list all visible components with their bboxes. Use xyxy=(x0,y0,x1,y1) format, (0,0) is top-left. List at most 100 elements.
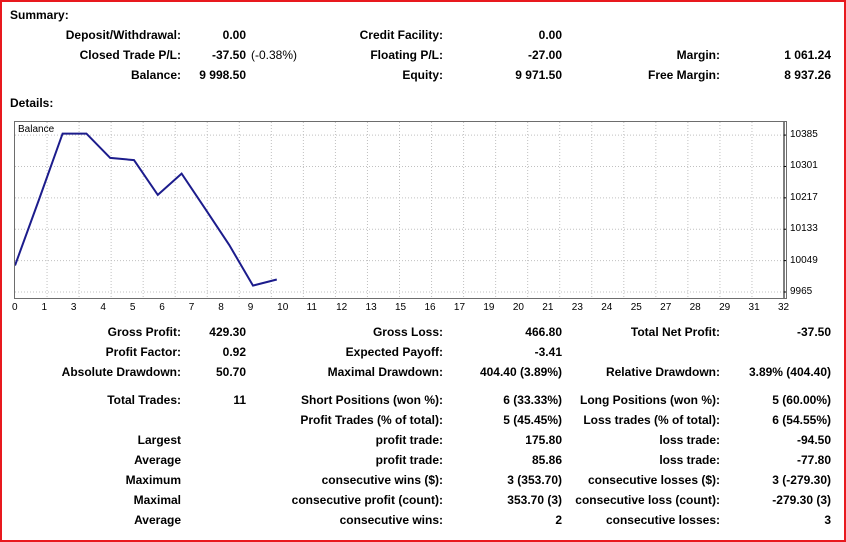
details-value: 11 xyxy=(233,393,246,407)
y-tick-label: 9965 xyxy=(790,286,813,297)
details-value: -279.30 (3) xyxy=(772,493,831,507)
balance-series-line xyxy=(14,132,278,287)
summary-value: 1 061.24 xyxy=(784,48,831,62)
details-label: loss trade: xyxy=(659,453,720,467)
x-tick-label: 9 xyxy=(247,302,254,313)
details-label: consecutive wins ($): xyxy=(321,473,443,487)
x-tick-label: 24 xyxy=(601,302,613,313)
details-label: Expected Payoff: xyxy=(345,345,443,359)
details-value: 3 (353.70) xyxy=(507,473,562,487)
x-tick-label: 11 xyxy=(306,302,317,313)
details-value: 0.92 xyxy=(222,345,246,359)
x-tick-label: 15 xyxy=(395,302,407,313)
details-label: Long Positions (won %): xyxy=(580,393,720,407)
details-value: -37.50 xyxy=(796,325,831,339)
x-tick-label: 5 xyxy=(129,302,136,313)
x-tick-label: 8 xyxy=(218,302,224,313)
details-label: Relative Drawdown: xyxy=(605,365,720,379)
x-tick-label: 10 xyxy=(277,302,289,313)
details-label: Gross Loss: xyxy=(372,325,443,339)
x-tick-label: 13 xyxy=(365,302,377,313)
y-tick-label: 10385 xyxy=(790,129,818,141)
details-label: loss trade: xyxy=(659,433,720,447)
x-tick-label: 20 xyxy=(512,302,524,313)
x-tick-label: 23 xyxy=(571,302,583,313)
details-label: Maximum xyxy=(125,473,181,487)
details-value: 5 (60.00%) xyxy=(772,393,831,407)
x-tick-label: 19 xyxy=(483,302,495,313)
details-value: 404.40 (3.89%) xyxy=(479,365,562,379)
x-tick-label: 28 xyxy=(689,302,701,313)
summary-label: Closed Trade P/L: xyxy=(79,48,181,62)
details-label: Largest xyxy=(137,433,181,447)
details-label: Total Trades: xyxy=(107,393,181,407)
details-label: consecutive losses ($): xyxy=(587,473,720,487)
details-label: Absolute Drawdown: xyxy=(61,365,181,379)
details-value: 6 (33.33%) xyxy=(503,393,562,407)
details-label: Gross Profit: xyxy=(107,325,181,339)
summary-value: 8 937.26 xyxy=(784,68,831,82)
details-value: 2 xyxy=(555,513,562,527)
summary-title: Summary: xyxy=(10,8,69,22)
y-tick-label: 10049 xyxy=(790,254,818,266)
x-tick-label: 21 xyxy=(542,302,554,313)
details-value: -3.41 xyxy=(534,345,562,359)
x-tick-label: 16 xyxy=(424,302,436,313)
x-tick-label: 0 xyxy=(12,302,18,313)
details-label: Total Net Profit: xyxy=(630,325,720,339)
details-value: -94.50 xyxy=(796,433,831,447)
summary-label: Floating P/L: xyxy=(370,48,443,62)
details-label: consecutive loss (count): xyxy=(575,493,720,507)
details-label: consecutive profit (count): xyxy=(291,493,443,507)
x-tick-label: 6 xyxy=(159,302,165,313)
x-tick-label: 27 xyxy=(660,302,672,313)
x-tick-label: 3 xyxy=(70,302,77,313)
details-label: Profit Factor: xyxy=(105,345,181,359)
summary-value-extra: (-0.38%) xyxy=(251,48,298,62)
details-label: Average xyxy=(134,513,181,527)
details-value: 353.70 (3) xyxy=(507,493,562,507)
summary-label: Free Margin: xyxy=(647,68,720,82)
balance-chart-svg: Balance xyxy=(14,122,788,298)
x-tick-label: 17 xyxy=(453,302,466,313)
chart-title: Balance xyxy=(18,124,55,135)
details-label: Loss trades (% of total): xyxy=(583,413,720,427)
summary-label: Deposit/Withdrawal: xyxy=(65,28,181,42)
details-value: 5 (45.45%) xyxy=(503,413,562,427)
x-tick-label: 31 xyxy=(748,302,760,313)
details-label: consecutive losses: xyxy=(605,513,720,527)
details-title: Details: xyxy=(10,96,54,110)
y-tick-label: 10301 xyxy=(790,160,818,172)
details-value: 3 (-279.30) xyxy=(772,473,831,487)
details-label: Short Positions (won %): xyxy=(301,393,443,407)
x-tick-label: 7 xyxy=(188,302,195,313)
summary-value: 0.00 xyxy=(222,28,246,42)
summary-value: 0.00 xyxy=(538,28,562,42)
summary-value: 9 971.50 xyxy=(515,68,562,82)
details-value: 466.80 xyxy=(525,325,562,339)
details-value: -77.80 xyxy=(796,453,831,467)
x-tick-label: 32 xyxy=(778,302,790,313)
details-value: 85.86 xyxy=(531,453,562,467)
x-tick-label: 4 xyxy=(100,302,106,313)
summary-label: Equity: xyxy=(402,68,443,82)
details-label: Profit Trades (% of total): xyxy=(300,413,443,427)
details-label: consecutive wins: xyxy=(339,513,443,527)
summary-label: Credit Facility: xyxy=(359,28,443,42)
x-tick-label: 29 xyxy=(719,302,731,313)
x-tick-label: 25 xyxy=(630,302,642,313)
summary-value: 9 998.50 xyxy=(199,68,246,82)
details-label: profit trade: xyxy=(375,453,443,467)
details-value: 3.89% (404.40) xyxy=(748,365,831,379)
y-tick-label: 10217 xyxy=(790,191,818,203)
details-value: 429.30 xyxy=(209,325,246,339)
details-label: profit trade: xyxy=(375,433,443,447)
details-label: Average xyxy=(134,453,181,467)
summary-label: Margin: xyxy=(676,48,720,62)
summary-value: -27.00 xyxy=(527,48,562,62)
details-value: 175.80 xyxy=(525,433,562,447)
summary-value: -37.50 xyxy=(211,48,246,62)
details-value: 3 xyxy=(824,513,831,527)
y-tick-label: 10133 xyxy=(790,223,818,235)
